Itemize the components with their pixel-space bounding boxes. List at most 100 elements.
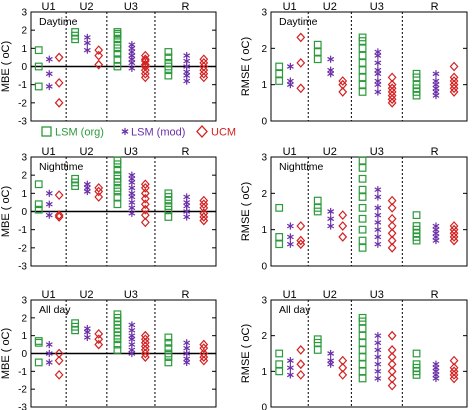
data-point-mod bbox=[374, 332, 382, 340]
data-point-mod bbox=[327, 207, 335, 216]
asterisk-stroke bbox=[374, 194, 382, 200]
data-point-mod bbox=[45, 349, 53, 358]
marker-diamond bbox=[338, 370, 348, 380]
data-point-org bbox=[164, 66, 173, 75]
asterisk-stroke bbox=[374, 67, 382, 73]
panel-mbe-day: -3 -2 -1 0 1 2 3 MBE ( oC) U1 U2 U3 R Daytime bbox=[0, 1, 217, 128]
asterisk-stroke bbox=[128, 327, 136, 333]
asterisk-stroke bbox=[45, 84, 53, 89]
asterisk-stroke bbox=[83, 189, 91, 194]
marker-diamond bbox=[296, 359, 306, 370]
data-point-org bbox=[34, 358, 43, 367]
marker-square bbox=[313, 346, 322, 354]
data-point-org bbox=[164, 353, 173, 361]
marker-asterisk bbox=[432, 91, 440, 100]
marker-square bbox=[113, 55, 122, 64]
data-point-ucm bbox=[296, 83, 306, 94]
data-point-ucm bbox=[296, 57, 306, 68]
data-point-mod bbox=[286, 62, 294, 71]
data-point-org bbox=[412, 211, 421, 220]
marker-diamond bbox=[199, 339, 209, 350]
data-point-ucm bbox=[449, 61, 459, 72]
asterisk-stroke bbox=[374, 89, 382, 95]
marker-diamond bbox=[94, 186, 104, 197]
panel-rmse-night: 0 1 2 3 RMSE ( oC) U1 U2 U3 R Nighttime bbox=[240, 146, 468, 273]
data-point-ucm bbox=[387, 242, 397, 253]
asterisk-stroke bbox=[374, 53, 382, 58]
marker-square bbox=[113, 35, 122, 44]
group-label-u2: U2 bbox=[79, 146, 93, 158]
data-point-org bbox=[358, 66, 367, 75]
marker-square bbox=[412, 91, 421, 100]
data-point-ucm bbox=[199, 212, 209, 222]
asterisk-stroke bbox=[83, 335, 91, 340]
data-point-ucm bbox=[94, 186, 104, 197]
panel-rmse-day: 0 1 2 3 RMSE ( oC) U1 U2 U3 R Daytime bbox=[240, 1, 468, 128]
asterisk-stroke bbox=[374, 82, 382, 87]
data-point-ucm bbox=[449, 87, 459, 97]
marker-square bbox=[113, 200, 122, 209]
marker-square bbox=[358, 346, 367, 354]
marker-diamond bbox=[387, 202, 397, 213]
marker-square bbox=[164, 333, 173, 342]
marker-asterisk bbox=[374, 339, 382, 347]
asterisk-stroke bbox=[374, 220, 382, 225]
group-label-u1: U1 bbox=[42, 146, 56, 158]
marker-diamond bbox=[449, 232, 459, 242]
data-point-org bbox=[34, 180, 43, 189]
marker-square bbox=[275, 367, 284, 376]
data-point-mod bbox=[374, 367, 382, 375]
data-point-org bbox=[358, 185, 367, 194]
marker-asterisk bbox=[374, 226, 382, 234]
data-point-org bbox=[358, 88, 367, 96]
marker-square bbox=[164, 358, 173, 367]
marker-diamond bbox=[140, 50, 150, 61]
y-tick-label: 0 bbox=[21, 62, 27, 73]
data-point-mod bbox=[83, 46, 91, 54]
marker-asterisk bbox=[286, 357, 294, 365]
data-point-ucm bbox=[54, 355, 64, 366]
group-label-r: R bbox=[431, 1, 439, 13]
marker-square bbox=[358, 73, 367, 82]
data-point-org bbox=[164, 358, 173, 367]
y-tick-label: 1 bbox=[261, 367, 267, 378]
marker-diamond bbox=[140, 217, 150, 228]
marker-diamond bbox=[199, 72, 209, 83]
marker-asterisk bbox=[374, 353, 382, 361]
data-point-mod bbox=[183, 358, 191, 367]
asterisk-stroke bbox=[128, 176, 136, 182]
marker-asterisk bbox=[45, 55, 53, 63]
data-point-org bbox=[164, 48, 173, 56]
data-point-org bbox=[412, 236, 421, 245]
asterisk-stroke bbox=[183, 351, 191, 356]
data-point-org bbox=[34, 62, 43, 71]
legend-label: LSM (org) bbox=[55, 127, 104, 139]
marker-square bbox=[358, 374, 367, 383]
asterisk-stroke bbox=[83, 181, 91, 187]
marker-asterisk bbox=[374, 204, 382, 212]
marker-asterisk bbox=[374, 70, 382, 78]
asterisk-stroke bbox=[374, 60, 382, 66]
data-point-org bbox=[412, 371, 421, 379]
group-label-u3: U3 bbox=[370, 146, 384, 158]
data-point-mod bbox=[45, 211, 53, 219]
y-tick-label: 3 bbox=[261, 296, 267, 307]
marker-diamond bbox=[199, 68, 209, 79]
marker-square bbox=[358, 174, 367, 183]
asterisk-stroke bbox=[286, 365, 294, 371]
asterisk-stroke bbox=[128, 205, 136, 211]
period-label: Daytime bbox=[39, 16, 78, 28]
marker-diamond bbox=[140, 352, 150, 362]
marker-asterisk bbox=[374, 81, 382, 89]
marker-asterisk bbox=[327, 55, 335, 63]
legend-label: UCM bbox=[211, 127, 236, 139]
asterisk-stroke bbox=[374, 205, 382, 211]
asterisk-stroke bbox=[45, 71, 53, 77]
asterisk-stroke bbox=[286, 82, 294, 87]
asterisk-stroke bbox=[45, 56, 53, 62]
marker-square bbox=[358, 80, 367, 89]
data-point-org bbox=[358, 44, 367, 53]
marker-diamond bbox=[54, 355, 64, 366]
marker-asterisk bbox=[128, 64, 136, 72]
group-label-u2: U2 bbox=[79, 1, 93, 13]
